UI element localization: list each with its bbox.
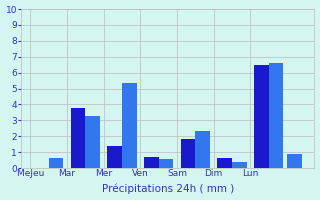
Bar [254, 65, 268, 168]
Bar [217, 158, 232, 168]
Bar [71, 108, 85, 168]
Bar [85, 116, 100, 168]
Bar [107, 146, 122, 168]
Bar [195, 131, 210, 168]
Bar [287, 154, 302, 168]
Bar [49, 158, 63, 168]
Bar [181, 139, 195, 168]
Bar [144, 157, 159, 168]
Bar [232, 162, 247, 168]
X-axis label: Précipitations 24h ( mm ): Précipitations 24h ( mm ) [102, 184, 234, 194]
Bar [122, 83, 137, 168]
Bar [159, 159, 173, 168]
Bar [268, 63, 283, 168]
